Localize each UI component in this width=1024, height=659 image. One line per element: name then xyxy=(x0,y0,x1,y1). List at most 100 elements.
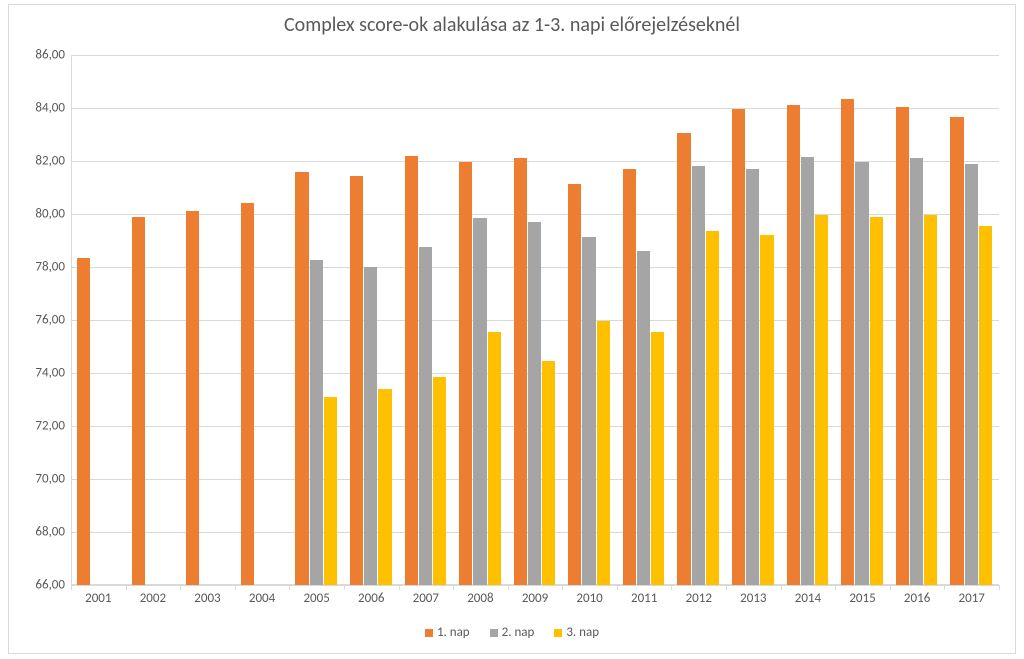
x-axis-tick-label: 2013 xyxy=(726,591,781,606)
x-axis-tickmark xyxy=(671,585,672,590)
x-axis-tick-label: 2001 xyxy=(71,591,126,606)
grid-line xyxy=(71,108,999,109)
x-axis-tick-label: 2005 xyxy=(289,591,344,606)
x-axis-tickmark xyxy=(71,585,72,590)
bar xyxy=(132,217,145,585)
bar xyxy=(364,267,377,585)
bar xyxy=(542,361,555,585)
legend-item: 1. nap xyxy=(425,625,470,640)
legend-item: 2. nap xyxy=(490,625,535,640)
legend-item: 3. nap xyxy=(554,625,599,640)
y-axis-tick-label: 76,00 xyxy=(19,313,65,328)
bar xyxy=(473,218,486,585)
legend-swatch xyxy=(425,629,433,637)
x-axis-tickmark xyxy=(399,585,400,590)
y-axis-tick-label: 74,00 xyxy=(19,366,65,381)
bar xyxy=(77,258,90,585)
x-axis-tickmark xyxy=(835,585,836,590)
x-axis-tickmark xyxy=(562,585,563,590)
bar xyxy=(706,231,719,585)
x-axis-tick-label: 2012 xyxy=(671,591,726,606)
bar xyxy=(924,215,937,585)
y-axis-tick-label: 86,00 xyxy=(19,48,65,63)
bar xyxy=(514,158,527,585)
y-axis-tick-label: 72,00 xyxy=(19,419,65,434)
bar xyxy=(760,235,773,585)
x-axis-tickmark xyxy=(999,585,1000,590)
x-axis-tickmark xyxy=(726,585,727,590)
x-axis-tickmark xyxy=(235,585,236,590)
x-axis-tick-label: 2004 xyxy=(235,591,290,606)
x-axis-tick-label: 2008 xyxy=(453,591,508,606)
legend-label: 3. nap xyxy=(566,625,599,640)
grid-line xyxy=(71,585,999,586)
legend-label: 2. nap xyxy=(502,625,535,640)
y-axis-tick-label: 80,00 xyxy=(19,207,65,222)
bar xyxy=(979,226,992,585)
legend-swatch xyxy=(554,629,562,637)
x-axis-tick-label: 2003 xyxy=(180,591,235,606)
y-axis-tick-label: 82,00 xyxy=(19,154,65,169)
bar xyxy=(528,222,541,585)
bar xyxy=(310,260,323,585)
bar xyxy=(855,162,868,585)
bar xyxy=(950,117,963,585)
y-axis-tick-label: 70,00 xyxy=(19,472,65,487)
bar xyxy=(405,156,418,585)
bar xyxy=(378,389,391,585)
bar xyxy=(597,321,610,585)
x-axis-tickmark xyxy=(781,585,782,590)
x-axis-tickmark xyxy=(890,585,891,590)
bar xyxy=(433,377,446,585)
chart-title: Complex score-ok alakulása az 1-3. napi … xyxy=(9,13,1015,37)
x-axis-tickmark xyxy=(453,585,454,590)
bar xyxy=(896,107,909,585)
x-axis-tickmark xyxy=(180,585,181,590)
x-axis-tick-label: 2002 xyxy=(126,591,181,606)
y-axis-tick-label: 68,00 xyxy=(19,525,65,540)
bar xyxy=(692,166,705,585)
x-axis-tick-label: 2007 xyxy=(399,591,454,606)
x-axis-tickmark xyxy=(289,585,290,590)
x-axis-tickmark xyxy=(126,585,127,590)
grid-line xyxy=(71,55,999,56)
bar xyxy=(910,158,923,585)
x-axis-tick-label: 2016 xyxy=(890,591,945,606)
bar xyxy=(651,332,664,585)
bar xyxy=(746,169,759,585)
x-axis-tickmark xyxy=(344,585,345,590)
bar xyxy=(568,184,581,585)
bar xyxy=(637,251,650,585)
bar xyxy=(623,169,636,585)
x-axis-tick-label: 2009 xyxy=(508,591,563,606)
x-axis-tickmark xyxy=(617,585,618,590)
y-axis-tick-label: 78,00 xyxy=(19,260,65,275)
bar xyxy=(350,176,363,585)
bar xyxy=(459,162,472,585)
bar xyxy=(787,105,800,585)
bar xyxy=(582,237,595,585)
bar xyxy=(186,211,199,585)
bar xyxy=(677,133,690,585)
bar xyxy=(324,397,337,585)
chart-container: Complex score-ok alakulása az 1-3. napi … xyxy=(8,4,1016,654)
bar xyxy=(841,99,854,585)
x-axis-tick-label: 2010 xyxy=(562,591,617,606)
x-axis-tick-label: 2006 xyxy=(344,591,399,606)
bar xyxy=(732,109,745,585)
legend-swatch xyxy=(490,629,498,637)
y-axis-tick-label: 84,00 xyxy=(19,101,65,116)
bar xyxy=(801,157,814,585)
bar xyxy=(295,172,308,585)
x-axis-tickmark xyxy=(944,585,945,590)
bar xyxy=(488,332,501,585)
bar xyxy=(419,247,432,585)
y-axis-tick-label: 66,00 xyxy=(19,578,65,593)
bar xyxy=(965,164,978,585)
bar xyxy=(870,217,883,585)
bar xyxy=(241,203,254,585)
x-axis-tickmark xyxy=(508,585,509,590)
x-axis-tick-label: 2017 xyxy=(944,591,999,606)
legend-label: 1. nap xyxy=(437,625,470,640)
legend: 1. nap 2. nap 3. nap xyxy=(9,625,1015,640)
